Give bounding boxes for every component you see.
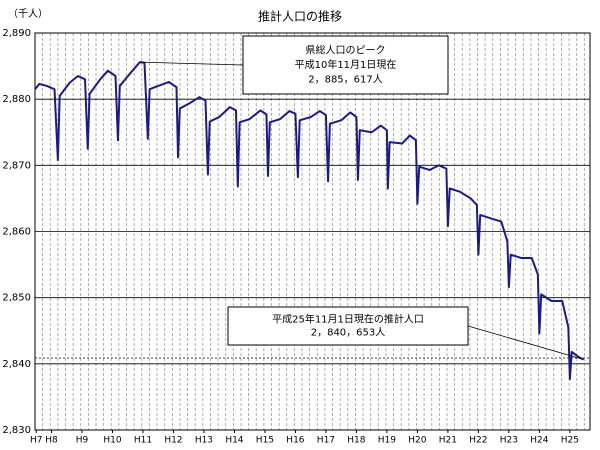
annotation-text: 2，840，653人 bbox=[311, 326, 386, 338]
annotation-leader bbox=[139, 61, 244, 66]
data-line bbox=[34, 61, 585, 381]
x-tick-label: H24 bbox=[530, 436, 548, 446]
annotation-box bbox=[242, 35, 449, 95]
chart-title: 推計人口の推移 bbox=[258, 9, 342, 24]
x-tick-label: H20 bbox=[408, 436, 426, 446]
x-tick-label: H21 bbox=[439, 436, 457, 446]
y-tick-label: 2,860 bbox=[2, 227, 31, 238]
y-tick-label: 2,850 bbox=[2, 293, 31, 304]
x-tick-label: H22 bbox=[469, 436, 487, 446]
x-tick-label: H7 bbox=[30, 436, 43, 446]
x-tick-label: H9 bbox=[76, 436, 89, 446]
annotation-text: 県総人口のピーク bbox=[306, 44, 386, 57]
annotation-text: 平成10年11月1日現在 bbox=[295, 58, 397, 71]
x-tick-label: H8 bbox=[45, 436, 58, 446]
y-tick-label: 2,840 bbox=[2, 359, 31, 370]
x-tick-label: H18 bbox=[347, 436, 365, 446]
annotation-text: 平成25年11月1日現在の推計人口 bbox=[272, 313, 424, 326]
annotation-text: 2，885，617人 bbox=[308, 74, 383, 86]
plot-frame bbox=[34, 32, 591, 431]
x-tick-label: H15 bbox=[256, 436, 274, 446]
annotation-box bbox=[227, 306, 469, 346]
x-tick-label: H17 bbox=[317, 436, 335, 446]
x-tick-label: H25 bbox=[561, 436, 579, 446]
x-tick-label: H16 bbox=[286, 436, 304, 446]
y-tick-label: 2,830 bbox=[2, 425, 31, 436]
y-tick-label: 2,890 bbox=[2, 28, 31, 39]
y-unit: （千人） bbox=[8, 8, 48, 20]
x-tick-label: H11 bbox=[134, 436, 152, 446]
x-tick-label: H12 bbox=[164, 436, 182, 446]
x-tick-label: H10 bbox=[103, 436, 121, 446]
x-tick-label: H19 bbox=[378, 436, 396, 446]
annotation-leader bbox=[467, 325, 584, 360]
y-tick-label: 2,870 bbox=[2, 160, 31, 171]
y-tick-label: 2,880 bbox=[2, 94, 31, 105]
x-tick-label: H14 bbox=[225, 436, 243, 446]
x-tick-label: H13 bbox=[195, 436, 213, 446]
x-tick-label: H23 bbox=[500, 436, 518, 446]
